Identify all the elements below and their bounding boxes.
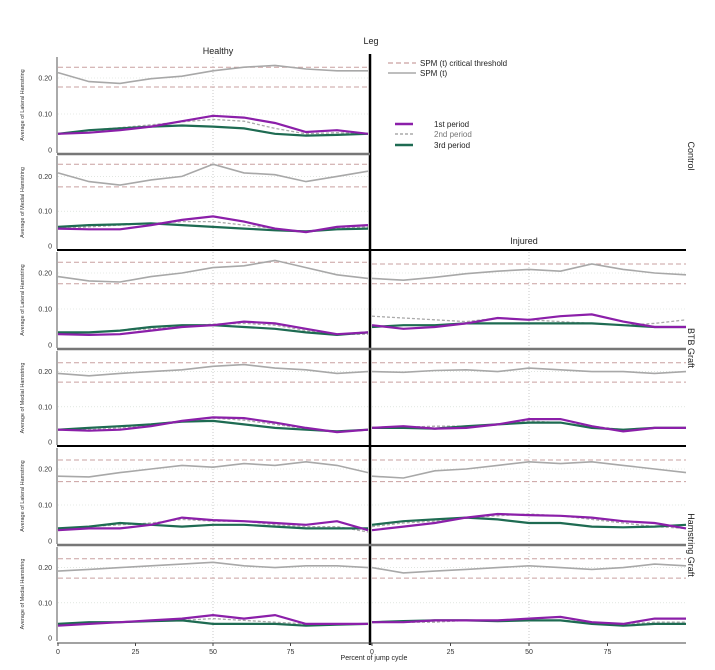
period1-line-btb-graft-lateral-healthy xyxy=(57,320,369,337)
y-axis-label-hamstring-graft-lateral-healthy: Average of Lateral Hamstring xyxy=(20,460,26,531)
x-tick-label-injured-2: 50 xyxy=(525,649,533,656)
y-tick-label-hamstring-graft-medial-healthy-0: 0 xyxy=(48,636,52,643)
column-title-injured: Injured xyxy=(510,236,538,246)
y-tick-label-btb-graft-lateral-healthy-2: 0.20 xyxy=(38,271,52,278)
spm-line-hamstring-graft-lateral-healthy xyxy=(57,460,369,478)
period1-line-control-medial-healthy xyxy=(57,215,369,234)
y-tick-label-hamstring-graft-lateral-healthy-2: 0.20 xyxy=(38,467,52,474)
y-tick-label-hamstring-graft-lateral-healthy-1: 0.10 xyxy=(38,503,52,510)
y-tick-label-hamstring-graft-medial-healthy-2: 0.20 xyxy=(38,565,52,572)
y-axis-label-control-medial-healthy: Average of Medial Hamstring xyxy=(20,167,26,238)
frame-layer xyxy=(57,54,686,645)
y-axis-label-btb-graft-medial-healthy: Average of Medial Hamstring xyxy=(20,363,26,434)
spm-line-btb-graft-lateral-healthy xyxy=(57,259,369,283)
x-tick-label-injured-0: 0 xyxy=(370,649,374,656)
period3-line-hamstring-graft-lateral-injured xyxy=(371,516,687,529)
spm-line-btb-graft-medial-healthy xyxy=(57,363,369,377)
period3-line-btb-graft-lateral-injured xyxy=(371,322,686,329)
panel-btb-graft-lateral-healthy: 0 0.10 0.20 Average of Lateral Hamstring xyxy=(20,252,369,350)
legend-label-2nd-period: 2nd period xyxy=(434,130,472,139)
panel-btb-graft-lateral-injured xyxy=(371,263,687,330)
y-tick-label-btb-graft-medial-healthy-2: 0.20 xyxy=(38,369,52,376)
column-title-healthy: Healthy xyxy=(203,46,234,56)
x-tick-label-injured-1: 25 xyxy=(447,649,455,656)
legend-label-1st-period: 1st period xyxy=(434,120,469,129)
row-label-btb-graft: BTB Graft xyxy=(686,328,696,369)
y-tick-label-btb-graft-lateral-healthy-1: 0.10 xyxy=(38,307,52,314)
panel-hamstring-graft-medial-injured xyxy=(371,558,687,627)
y-tick-label-hamstring-graft-lateral-healthy-0: 0 xyxy=(48,539,52,546)
y-axis-label-hamstring-graft-medial-healthy: Average of Medial Hamstring xyxy=(20,559,26,630)
spm-line-hamstring-graft-lateral-injured xyxy=(371,460,687,479)
period1-line-hamstring-graft-lateral-injured xyxy=(371,512,687,532)
x-axis-label: Percent of jump cycle xyxy=(341,655,408,662)
panel-btb-graft-medial-healthy: 0 0.10 0.20 Average of Medial Hamstring xyxy=(20,351,369,447)
y-tick-label-control-lateral-healthy-0: 0 xyxy=(48,148,52,155)
legend-label-3rd-period: 3rd period xyxy=(434,141,470,150)
x-tick-label-healthy-2: 50 xyxy=(209,649,217,656)
period1-line-btb-graft-medial-healthy xyxy=(57,416,369,434)
panel-btb-graft-medial-injured xyxy=(371,362,687,433)
x-ticks-layer: 0 25 50 75 0 25 50 75 xyxy=(56,643,611,656)
y-tick-label-control-lateral-healthy-1: 0.10 xyxy=(38,112,52,119)
y-axis-label-btb-graft-lateral-healthy: Average of Lateral Hamstring xyxy=(20,264,26,335)
period3-line-control-lateral-healthy xyxy=(57,124,369,137)
spm-line-hamstring-graft-medial-injured xyxy=(371,563,687,574)
spm-line-btb-graft-lateral-injured xyxy=(371,263,687,282)
panel-hamstring-graft-medial-healthy: 0 0.10 0.20 Average of Medial Hamstring xyxy=(20,547,369,643)
panel-control-lateral-healthy: 0 0.10 0.20 Average of Lateral Hamstring xyxy=(20,57,369,155)
legend-label-spm-threshold: SPM (t) critical threshold xyxy=(420,59,507,68)
period3-line-hamstring-graft-lateral-healthy xyxy=(57,521,368,530)
period1-line-btb-graft-lateral-injured xyxy=(371,313,686,330)
row-label-control: Control xyxy=(686,141,696,170)
figure-title: Leg xyxy=(363,36,378,46)
period1-line-hamstring-graft-medial-healthy xyxy=(57,613,368,627)
spm-line-control-lateral-healthy xyxy=(57,64,368,85)
y-tick-label-btb-graft-medial-healthy-0: 0 xyxy=(48,440,52,447)
spm-line-hamstring-graft-medial-healthy xyxy=(57,561,369,572)
period1-line-control-lateral-healthy xyxy=(57,114,369,135)
panel-hamstring-graft-lateral-healthy: 0 0.10 0.20 Average of Lateral Hamstring xyxy=(20,448,369,546)
legend-label-spm: SPM (t) xyxy=(420,69,447,78)
y-tick-label-hamstring-graft-medial-healthy-1: 0.10 xyxy=(38,600,52,607)
spm-line-btb-graft-medial-injured xyxy=(371,367,687,375)
panel-control-medial-healthy: 0 0.10 0.20 Average of Medial Hamstring xyxy=(20,156,369,251)
y-tick-label-control-lateral-healthy-2: 0.20 xyxy=(38,76,52,83)
y-tick-label-btb-graft-medial-healthy-1: 0.10 xyxy=(38,404,52,411)
panel-hamstring-graft-lateral-injured xyxy=(371,459,687,532)
panels-layer: 0 0.10 0.20 Average of Lateral Hamstring 0 0.… xyxy=(20,57,687,643)
y-tick-label-control-medial-healthy-1: 0.10 xyxy=(38,209,52,216)
x-tick-label-healthy-3: 75 xyxy=(287,649,295,656)
x-tick-label-healthy-0: 0 xyxy=(56,649,60,656)
x-tick-label-healthy-1: 25 xyxy=(132,649,140,656)
period1-line-btb-graft-medial-injured xyxy=(371,418,686,433)
y-tick-label-control-medial-healthy-0: 0 xyxy=(48,244,52,251)
period1-line-hamstring-graft-medial-injured xyxy=(372,615,686,626)
grid-layer xyxy=(58,57,686,641)
spm-line-control-medial-healthy xyxy=(57,163,369,186)
period1-line-hamstring-graft-lateral-healthy xyxy=(57,516,369,532)
y-tick-label-control-medial-healthy-2: 0.20 xyxy=(38,174,52,181)
row-label-hamstring-graft: Hamstring Graft xyxy=(686,513,696,577)
legend: SPM (t) critical threshold SPM (t) 1st p… xyxy=(388,59,507,150)
y-tick-label-btb-graft-lateral-healthy-0: 0 xyxy=(48,343,52,350)
y-axis-label-control-lateral-healthy: Average of Lateral Hamstring xyxy=(20,69,26,140)
x-tick-label-injured-3: 75 xyxy=(604,649,612,656)
